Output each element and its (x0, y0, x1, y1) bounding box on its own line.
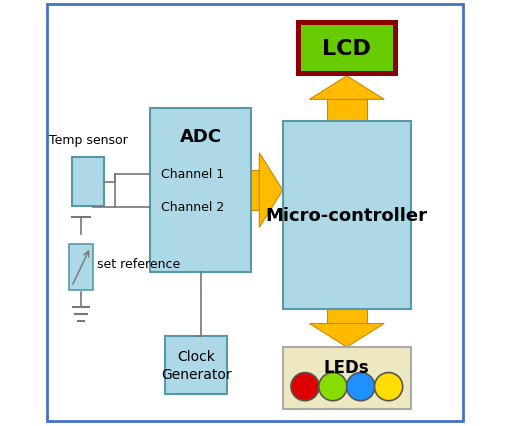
Circle shape (346, 373, 374, 401)
Bar (69, 244, 93, 291)
Text: set reference: set reference (97, 258, 180, 271)
Circle shape (290, 373, 319, 401)
Bar (282, 347, 410, 409)
Circle shape (318, 373, 346, 401)
Bar (72, 158, 104, 207)
Text: Clock
Generator: Clock Generator (161, 349, 231, 381)
Bar (165, 337, 227, 394)
Text: Channel 1: Channel 1 (161, 168, 224, 181)
Bar (300, 26, 392, 72)
Polygon shape (259, 153, 282, 228)
Bar (150, 109, 250, 273)
Circle shape (374, 373, 402, 401)
Bar (326, 309, 366, 324)
Polygon shape (309, 77, 383, 100)
Text: Temp sensor: Temp sensor (49, 134, 127, 147)
Text: LCD: LCD (322, 39, 371, 59)
Text: LEDs: LEDs (323, 358, 369, 376)
Bar (326, 100, 366, 121)
Text: Channel 2: Channel 2 (161, 201, 224, 213)
Bar (282, 121, 410, 309)
Polygon shape (309, 324, 383, 347)
Text: ADC: ADC (179, 128, 221, 146)
Bar (295, 21, 397, 77)
Bar (250, 170, 259, 211)
Text: Micro-controller: Micro-controller (265, 206, 427, 224)
